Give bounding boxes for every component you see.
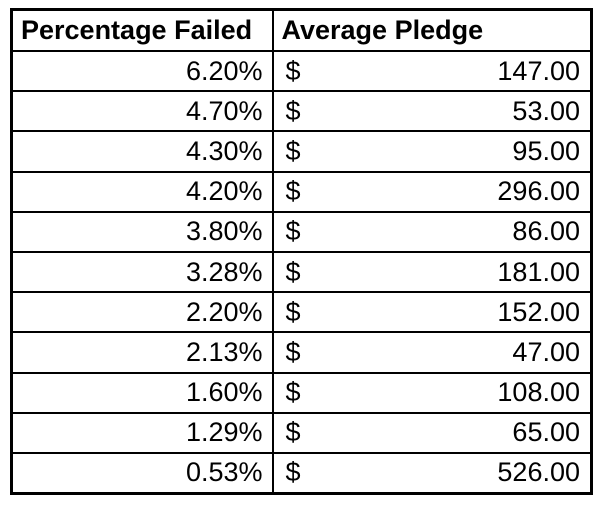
table-row: 6.20% $147.00 [10, 49, 593, 93]
average-pledge-cell: $95.00 [271, 130, 593, 173]
average-pledge-cell: $526.00 [271, 451, 593, 495]
currency-symbol: $ [285, 377, 301, 408]
percentage-failed-cell: 4.20% [10, 170, 274, 213]
percentage-failed-cell: 2.13% [10, 331, 274, 374]
table-row: 3.28% $181.00 [10, 250, 593, 294]
accounting-format-cell: $147.00 [275, 55, 590, 87]
col-header-percentage-failed: Percentage Failed [10, 8, 274, 52]
pledge-table-container: Percentage Failed Average Pledge 6.20% $1… [10, 8, 593, 496]
table-row: 4.30% $95.00 [10, 130, 593, 173]
table-row: 0.53% $526.00 [10, 451, 593, 495]
accounting-format-cell: $65.00 [275, 417, 590, 448]
average-pledge-cell: $152.00 [271, 291, 593, 334]
percentage-failed-cell: 2.20% [10, 291, 274, 334]
average-pledge-cell: $47.00 [271, 331, 593, 374]
pledge-amount: 526.00 [497, 457, 580, 488]
percentage-failed-cell: 1.29% [10, 411, 274, 454]
accounting-format-cell: $181.00 [275, 256, 590, 288]
pledge-amount: 53.00 [512, 95, 580, 126]
average-pledge-cell: $53.00 [271, 90, 593, 133]
percentage-failed-cell: 1.60% [10, 371, 274, 414]
currency-symbol: $ [285, 216, 301, 247]
accounting-format-cell: $53.00 [275, 95, 590, 127]
table-row: 4.70% $53.00 [10, 90, 593, 133]
average-pledge-cell: $296.00 [271, 170, 593, 213]
currency-symbol: $ [285, 95, 301, 126]
header-row: Percentage Failed Average Pledge [10, 8, 593, 52]
accounting-format-cell: $47.00 [275, 336, 590, 368]
pledge-table: Percentage Failed Average Pledge 6.20% $1… [10, 8, 593, 496]
percentage-failed-cell: 4.70% [10, 90, 274, 133]
accounting-format-cell: $152.00 [275, 296, 590, 328]
percentage-failed-cell: 0.53% [10, 451, 274, 495]
col-header-average-pledge: Average Pledge [271, 8, 593, 52]
table-row: 4.20% $296.00 [10, 170, 593, 213]
table-row: 2.13% $47.00 [10, 331, 593, 374]
accounting-format-cell: $95.00 [275, 135, 590, 167]
currency-symbol: $ [285, 296, 301, 327]
accounting-format-cell: $86.00 [275, 216, 590, 247]
accounting-format-cell: $108.00 [275, 377, 590, 408]
table-row: 3.80% $86.00 [10, 210, 593, 253]
average-pledge-cell: $181.00 [271, 250, 593, 294]
accounting-format-cell: $296.00 [275, 176, 590, 207]
accounting-format-cell: $526.00 [275, 457, 590, 488]
currency-symbol: $ [285, 417, 301, 448]
table-row: 1.29% $65.00 [10, 411, 593, 454]
percentage-failed-cell: 3.80% [10, 210, 274, 253]
percentage-failed-cell: 4.30% [10, 130, 274, 173]
pledge-amount: 296.00 [497, 176, 580, 207]
currency-symbol: $ [285, 176, 301, 207]
average-pledge-cell: $65.00 [271, 411, 593, 454]
pledge-amount: 108.00 [497, 377, 580, 408]
currency-symbol: $ [285, 135, 301, 166]
average-pledge-cell: $147.00 [271, 49, 593, 93]
pledge-amount: 86.00 [512, 216, 580, 247]
currency-symbol: $ [285, 55, 301, 86]
currency-symbol: $ [285, 336, 301, 367]
pledge-amount: 147.00 [497, 55, 580, 86]
pledge-amount: 181.00 [497, 256, 580, 287]
pledge-amount: 65.00 [512, 417, 580, 448]
pledge-amount: 152.00 [497, 296, 580, 327]
percentage-failed-cell: 6.20% [10, 49, 274, 93]
pledge-amount: 47.00 [512, 336, 580, 367]
table-row: 1.60% $108.00 [10, 371, 593, 414]
average-pledge-cell: $86.00 [271, 210, 593, 253]
percentage-failed-cell: 3.28% [10, 250, 274, 294]
currency-symbol: $ [285, 256, 301, 287]
average-pledge-cell: $108.00 [271, 371, 593, 414]
pledge-amount: 95.00 [512, 135, 580, 166]
currency-symbol: $ [285, 457, 301, 488]
table-row: 2.20% $152.00 [10, 291, 593, 334]
